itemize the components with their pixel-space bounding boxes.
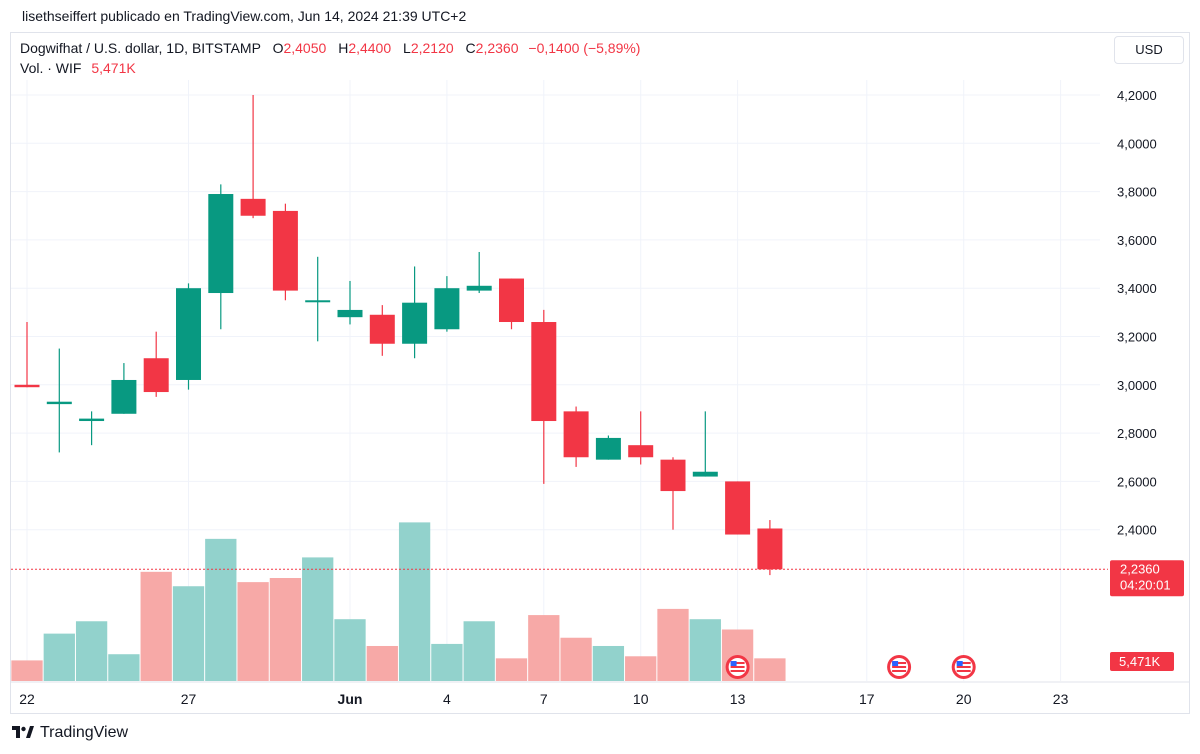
candle-body (240, 198, 266, 216)
price-tag-box (1110, 560, 1184, 597)
volume-bar (657, 608, 689, 681)
y-tick-label: 3,2000 (1117, 330, 1157, 345)
volume-bar (625, 656, 657, 681)
tradingview-logo-icon (12, 726, 34, 738)
y-tick-label: 3,0000 (1117, 378, 1157, 393)
candle-body (369, 314, 395, 344)
y-tick-label: 2,6000 (1117, 474, 1157, 489)
x-tick-label: 22 (19, 691, 35, 707)
price-tag-countdown: 04:20:01 (1120, 577, 1171, 592)
x-tick-label: 10 (633, 691, 649, 707)
candle-body (14, 384, 40, 388)
x-tick-label: 17 (859, 691, 875, 707)
volume-bar (398, 522, 431, 681)
y-tick-label: 2,8000 (1117, 426, 1157, 441)
volume-bar (140, 571, 172, 681)
candle-body (660, 459, 686, 492)
candle-body (46, 401, 72, 405)
candle-body (628, 445, 654, 458)
candle-body (111, 379, 137, 414)
y-tick-label: 3,6000 (1117, 233, 1157, 248)
x-tick-label: 20 (956, 691, 972, 707)
volume-legend: Vol. · WIF 5,471K (20, 60, 136, 76)
volume-bar (689, 619, 721, 681)
volume-bar (75, 621, 108, 681)
y-tick-label: 3,8000 (1117, 185, 1157, 200)
us-flag-event-icon[interactable] (951, 655, 976, 679)
volume-bar (560, 637, 592, 681)
volume-bar (302, 557, 334, 681)
candle-body (757, 528, 783, 570)
x-tick-label: 4 (443, 691, 451, 707)
volume-bar (495, 658, 528, 681)
ohlc-legend: Dogwifhat / U.S. dollar, 1D, BITSTAMP O2… (20, 40, 640, 56)
volume-bar (43, 633, 75, 681)
volume-bar (334, 619, 366, 681)
volume-bar (237, 582, 269, 681)
x-tick-label: 27 (181, 691, 197, 707)
high-label: H (338, 40, 349, 56)
candle-body (531, 322, 557, 422)
candle-body (143, 358, 169, 393)
y-tick-label: 4,2000 (1117, 88, 1157, 103)
open-value: 2,4050 (283, 40, 327, 56)
volume-bar (269, 578, 302, 681)
chart-frame (10, 32, 1190, 714)
volume-bar (592, 645, 625, 681)
candle-body (208, 194, 234, 294)
volume-value: 5,471K (91, 60, 136, 76)
volume-bar (172, 586, 205, 681)
candle-body (434, 288, 460, 330)
y-tick-label: 2,4000 (1117, 523, 1157, 538)
x-tick-label: 23 (1053, 691, 1069, 707)
close-value: 2,2360 (475, 40, 519, 56)
y-tick-label: 4,0000 (1117, 136, 1157, 151)
candle-body (499, 278, 524, 323)
candle-body (563, 411, 589, 458)
candle-body (305, 300, 331, 303)
volume-tag-box (1110, 652, 1174, 671)
currency-button[interactable]: USD (1114, 36, 1184, 64)
us-flag-event-icon[interactable] (725, 655, 750, 679)
candle-body (79, 418, 105, 422)
volume-bar (754, 658, 786, 681)
volume-bar (108, 654, 140, 681)
us-flag-event-icon[interactable] (887, 655, 912, 679)
candle-body (402, 302, 428, 344)
y-tick-label: 3,4000 (1117, 281, 1157, 296)
volume-tag-value: 5,471K (1119, 654, 1161, 669)
footer-brand: TradingView (12, 724, 128, 742)
candle-body (725, 481, 751, 535)
symbol-title[interactable]: Dogwifhat / U.S. dollar, 1D, BITSTAMP (20, 40, 261, 56)
low-value: 2,2120 (410, 40, 454, 56)
volume-label[interactable]: Vol. · WIF (20, 60, 82, 76)
volume-bar (463, 621, 495, 681)
volume-bar (11, 660, 43, 681)
volume-bar (431, 643, 463, 681)
footer-brand-label: TradingView (40, 724, 129, 741)
volume-bar (366, 645, 398, 681)
candle-body (595, 437, 621, 460)
low-label: L (403, 40, 411, 56)
candle-body (272, 210, 298, 291)
x-tick-label: 13 (730, 691, 746, 707)
x-tick-label: Jun (338, 691, 363, 707)
volume-bar (205, 538, 237, 681)
high-value: 2,4400 (348, 40, 392, 56)
close-label: C (465, 40, 476, 56)
price-tag-value: 2,2360 (1120, 561, 1160, 576)
candle-body (466, 285, 492, 291)
candle-body (692, 471, 718, 477)
publish-caption: lisethseiffert publicado en TradingView.… (22, 8, 467, 24)
change-value: −0,1400 (−5,89%) (528, 40, 641, 56)
open-label: O (272, 40, 284, 56)
x-tick-label: 7 (540, 691, 548, 707)
candle-body (337, 309, 363, 318)
candle-body (176, 288, 201, 380)
volume-bar (528, 615, 560, 681)
